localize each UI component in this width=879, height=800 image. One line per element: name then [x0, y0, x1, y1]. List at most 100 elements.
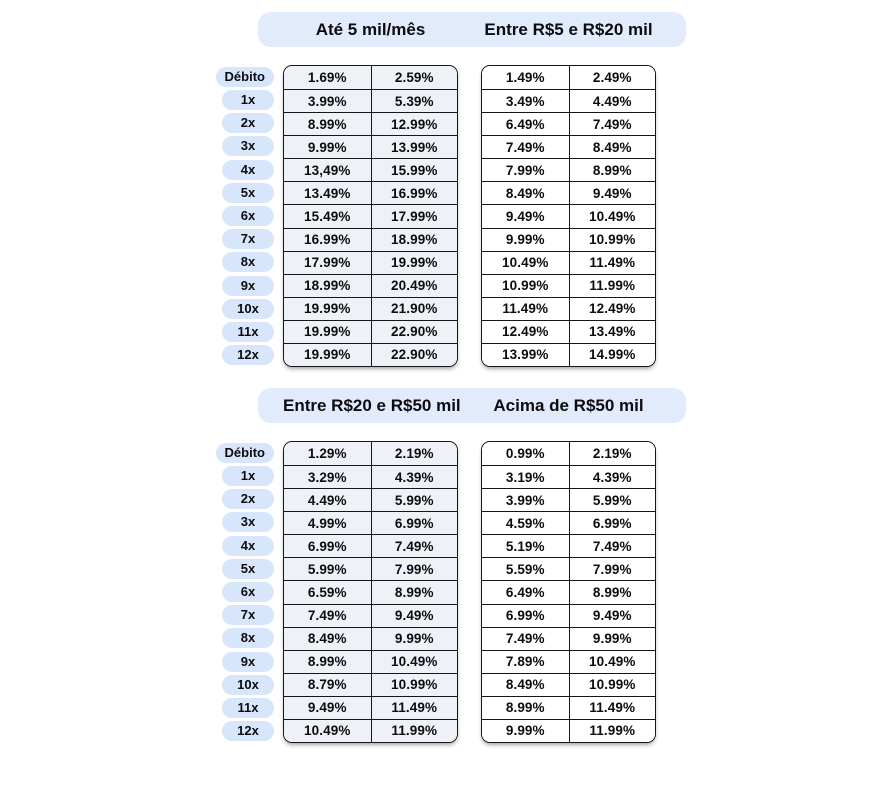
rate-cell: 9.49%	[370, 603, 457, 627]
band-title-ate-5-mil: Até 5 mil/mês	[315, 20, 426, 39]
rate-cell: 15.49%	[284, 204, 371, 228]
table-row: 3.99% 5.39%	[284, 89, 457, 113]
rate-cell: 10.99%	[568, 672, 655, 696]
table-row: 5.19% 7.49%	[482, 534, 655, 558]
rate-cell: 11.99%	[568, 273, 655, 297]
rate-cell: 9.99%	[482, 718, 569, 742]
table-row: 19.99% 22.90%	[284, 342, 457, 366]
rate-cell: 18.99%	[284, 273, 371, 297]
band-title-entre-5-20: Entre R$5 e R$20 mil	[484, 20, 653, 39]
table-row: 10.49% 11.49%	[482, 250, 655, 274]
row-label-12x: 12x	[222, 345, 274, 366]
band-title-acima-50: Acima de R$50 mil	[493, 396, 644, 415]
row-label-8x: 8x	[222, 628, 274, 649]
table-row: 3.49% 4.49%	[482, 89, 655, 113]
row-label-7x: 7x	[222, 605, 274, 626]
rate-cell: 22.90%	[370, 342, 457, 366]
table-row: 9.49% 11.49%	[284, 695, 457, 719]
rate-cell: 10.49%	[482, 250, 569, 274]
rate-cell: 10.49%	[568, 649, 655, 673]
rate-cell: 4.49%	[284, 488, 371, 512]
rate-cell: 4.59%	[482, 511, 569, 535]
rate-cell: 8.49%	[482, 181, 569, 205]
table-row: 7.99% 8.99%	[482, 158, 655, 182]
row-label-10x: 10x	[222, 298, 274, 319]
rate-cell: 13.99%	[370, 135, 457, 159]
row-label-7x: 7x	[222, 229, 274, 250]
rate-cell: 19.99%	[284, 342, 371, 366]
table-row: 19.99% 22.90%	[284, 319, 457, 343]
table-row: 4.49% 5.99%	[284, 488, 457, 512]
rate-cell: 17.99%	[284, 250, 371, 274]
header-band-bottom: Entre R$20 e R$50 mil Acima de R$50 mil	[258, 388, 686, 423]
table-row: 1.29% 2.19%	[284, 442, 457, 466]
table-row: 8.49% 10.99%	[482, 672, 655, 696]
rate-cell: 13.49%	[568, 319, 655, 343]
rate-cell: 6.49%	[482, 580, 569, 604]
rate-cell: 18.99%	[370, 227, 457, 251]
rate-cell: 11.99%	[370, 718, 457, 742]
rate-cell: 8.49%	[284, 626, 371, 650]
rate-cell: 10.49%	[568, 204, 655, 228]
rate-cell: 4.39%	[568, 465, 655, 489]
table-acima-50: 0.99% 2.19% 3.19% 4.39% 3.99% 5.99% 4.59% 6.…	[481, 441, 656, 743]
row-label-debito: Débito	[215, 442, 274, 463]
table-ate-5-mil: 1.69% 2.59% 3.99% 5.39% 8.99% 12.99% 9.99% 1…	[283, 65, 458, 367]
table-row: 8.49% 9.99%	[284, 626, 457, 650]
row-label-12x: 12x	[222, 721, 274, 742]
rate-cell: 1.69%	[284, 66, 371, 90]
table-row: 7.49% 9.49%	[284, 603, 457, 627]
table-row: 5.59% 7.99%	[482, 557, 655, 581]
rate-cell: 4.39%	[370, 465, 457, 489]
table-row: 8.99% 11.49%	[482, 695, 655, 719]
rate-cell: 1.29%	[284, 442, 371, 466]
rate-cell: 14.99%	[568, 342, 655, 366]
row-label-1x: 1x	[222, 465, 274, 486]
table-row: 9.49% 10.49%	[482, 204, 655, 228]
rate-cell: 12.49%	[568, 296, 655, 320]
rate-cell: 17.99%	[370, 204, 457, 228]
rate-cell: 8.99%	[370, 580, 457, 604]
rate-cell: 7.49%	[568, 534, 655, 558]
rate-cell: 9.99%	[568, 626, 655, 650]
rate-cell: 12.99%	[370, 112, 457, 136]
rate-cell: 22.90%	[370, 319, 457, 343]
rate-cell: 13.49%	[284, 181, 371, 205]
rate-cell: 9.49%	[482, 204, 569, 228]
table-row: 16.99% 18.99%	[284, 227, 457, 251]
row-label-6x: 6x	[222, 206, 274, 227]
rate-cell: 2.59%	[370, 66, 457, 90]
table-row: 11.49% 12.49%	[482, 296, 655, 320]
rate-cell: 16.99%	[370, 181, 457, 205]
rate-cell: 19.99%	[284, 319, 371, 343]
rate-cell: 10.99%	[568, 227, 655, 251]
rate-cell: 3.99%	[482, 488, 569, 512]
rate-cell: 11.99%	[568, 718, 655, 742]
table-row: 8.79% 10.99%	[284, 672, 457, 696]
tables-row-top: Débito 1x 2x 3x 4x 5x 6x 7x 8x 9x 10x 11…	[215, 65, 879, 367]
rate-cell: 11.49%	[568, 695, 655, 719]
rate-cell: 5.99%	[568, 488, 655, 512]
rate-cell: 6.99%	[568, 511, 655, 535]
rate-cell: 12.49%	[482, 319, 569, 343]
table-entre-20-50: 1.29% 2.19% 3.29% 4.39% 4.49% 5.99% 4.99% 6.…	[283, 441, 458, 743]
row-label-4x: 4x	[222, 535, 274, 556]
table-row: 10.49% 11.99%	[284, 718, 457, 742]
row-label-2x: 2x	[222, 113, 274, 134]
rate-cell: 2.19%	[370, 442, 457, 466]
rate-cell: 8.79%	[284, 672, 371, 696]
rate-cell: 10.99%	[370, 672, 457, 696]
rate-cell: 9.49%	[284, 695, 371, 719]
table-row: 6.99% 7.49%	[284, 534, 457, 558]
table-row: 13,49% 15.99%	[284, 158, 457, 182]
rate-cell: 4.99%	[284, 511, 371, 535]
rate-cell: 13.99%	[482, 342, 569, 366]
rate-cell: 10.49%	[370, 649, 457, 673]
rate-cell: 2.19%	[568, 442, 655, 466]
rate-cell: 9.99%	[370, 626, 457, 650]
table-row: 6.49% 7.49%	[482, 112, 655, 136]
rate-cell: 8.99%	[284, 649, 371, 673]
row-labels-bottom: Débito 1x 2x 3x 4x 5x 6x 7x 8x 9x 10x 11…	[215, 441, 274, 743]
rate-cell: 19.99%	[284, 296, 371, 320]
rate-cell: 3.29%	[284, 465, 371, 489]
